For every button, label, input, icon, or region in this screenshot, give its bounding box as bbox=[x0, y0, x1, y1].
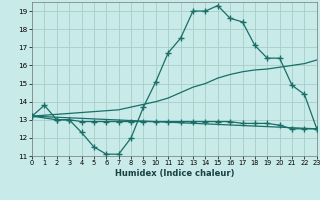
X-axis label: Humidex (Indice chaleur): Humidex (Indice chaleur) bbox=[115, 169, 234, 178]
